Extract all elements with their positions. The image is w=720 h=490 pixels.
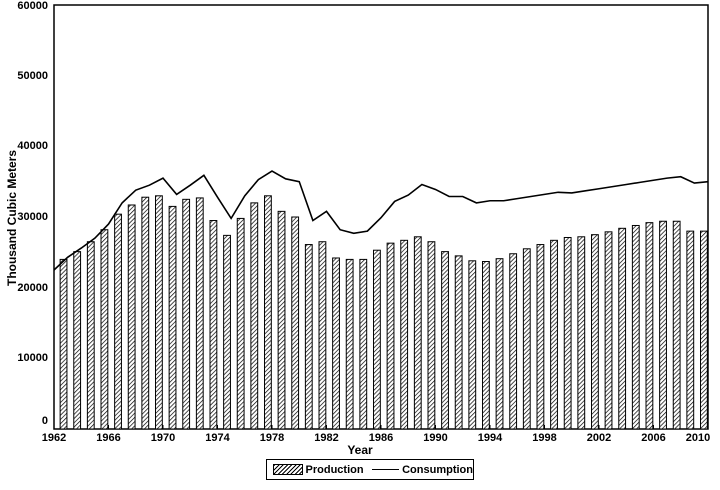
x-tick-marks — [53, 425, 709, 429]
production-bar — [468, 260, 477, 430]
production-bar — [427, 241, 436, 430]
production-bar — [522, 248, 531, 430]
y-tick-label: 0 — [41, 415, 48, 427]
production-bar — [577, 236, 586, 430]
legend: Production Consumption — [266, 459, 474, 480]
legend-consumption-swatch — [371, 469, 400, 470]
production-bar — [413, 236, 422, 430]
x-tick-label: 2002 — [586, 432, 612, 444]
production-bar — [386, 242, 395, 430]
x-tick-label: 1962 — [41, 432, 67, 444]
production-bar — [686, 230, 695, 430]
production-bar — [645, 222, 654, 430]
production-bar — [236, 217, 245, 430]
production-bar — [441, 251, 449, 430]
y-tick-label: 60000 — [17, 0, 48, 12]
x-tick-label: 1998 — [532, 432, 557, 444]
production-bar — [495, 258, 504, 430]
x-tick-label: 2006 — [641, 432, 666, 444]
production-bar — [182, 198, 191, 430]
production-bar — [291, 216, 300, 430]
y-axis-label-text: Thousand Cubic Meters — [5, 149, 19, 287]
production-bar — [454, 255, 463, 430]
production-bar — [250, 202, 259, 430]
x-tick-label: 1982 — [314, 432, 339, 444]
production-bar — [618, 227, 627, 430]
production-bar — [277, 210, 286, 430]
production-bar — [59, 258, 68, 430]
production-bar — [359, 258, 368, 430]
legend-production-label: Production — [305, 463, 364, 476]
production-bar — [86, 241, 95, 430]
production-bar — [127, 204, 136, 430]
x-tick-label: 1974 — [205, 432, 230, 444]
production-bar — [155, 195, 163, 430]
production-bar — [209, 220, 218, 430]
production-bar — [591, 234, 599, 430]
production-bar — [659, 220, 667, 430]
production-bar — [100, 229, 109, 430]
production-bar — [482, 261, 490, 430]
production-bar — [631, 224, 640, 430]
production-bar — [700, 230, 708, 430]
x-tick-label: 2010 — [685, 432, 711, 444]
y-tick-label: 10000 — [17, 352, 48, 365]
x-tick-label: 1986 — [368, 432, 394, 444]
x-tick-label: 1994 — [477, 432, 503, 444]
x-axis-label: Year — [347, 443, 373, 457]
production-bar — [550, 239, 558, 430]
legend-consumption-label: Consumption — [402, 463, 473, 476]
production-bar — [114, 213, 122, 430]
x-tick-label: 1966 — [96, 432, 121, 444]
production-bar — [536, 244, 545, 430]
production-bar — [373, 249, 381, 430]
production-bar — [304, 244, 313, 430]
x-tick-label: 1970 — [150, 432, 176, 444]
production-bars — [59, 195, 708, 430]
production-bar — [400, 239, 409, 430]
y-tick-label: 50000 — [17, 69, 48, 82]
legend-production-swatch — [273, 464, 303, 475]
production-bar — [332, 257, 340, 430]
production-bar — [168, 205, 177, 430]
y-tick-label: 20000 — [17, 281, 48, 294]
production-bar — [141, 196, 150, 430]
x-tick-label: 1978 — [259, 432, 285, 444]
production-bar — [672, 220, 681, 430]
production-bar — [73, 251, 82, 430]
production-bar — [604, 231, 613, 430]
production-bar — [223, 234, 231, 430]
production-bar — [345, 258, 354, 430]
production-bar — [509, 253, 518, 430]
production-bar — [318, 241, 327, 430]
production-bar — [195, 197, 204, 430]
production-bar — [264, 195, 272, 430]
x-tick-label: 1990 — [423, 432, 448, 444]
consumption-line — [53, 170, 709, 271]
y-tick-label: 30000 — [17, 211, 48, 223]
production-bar — [563, 236, 572, 430]
y-tick-label: 40000 — [17, 140, 48, 153]
